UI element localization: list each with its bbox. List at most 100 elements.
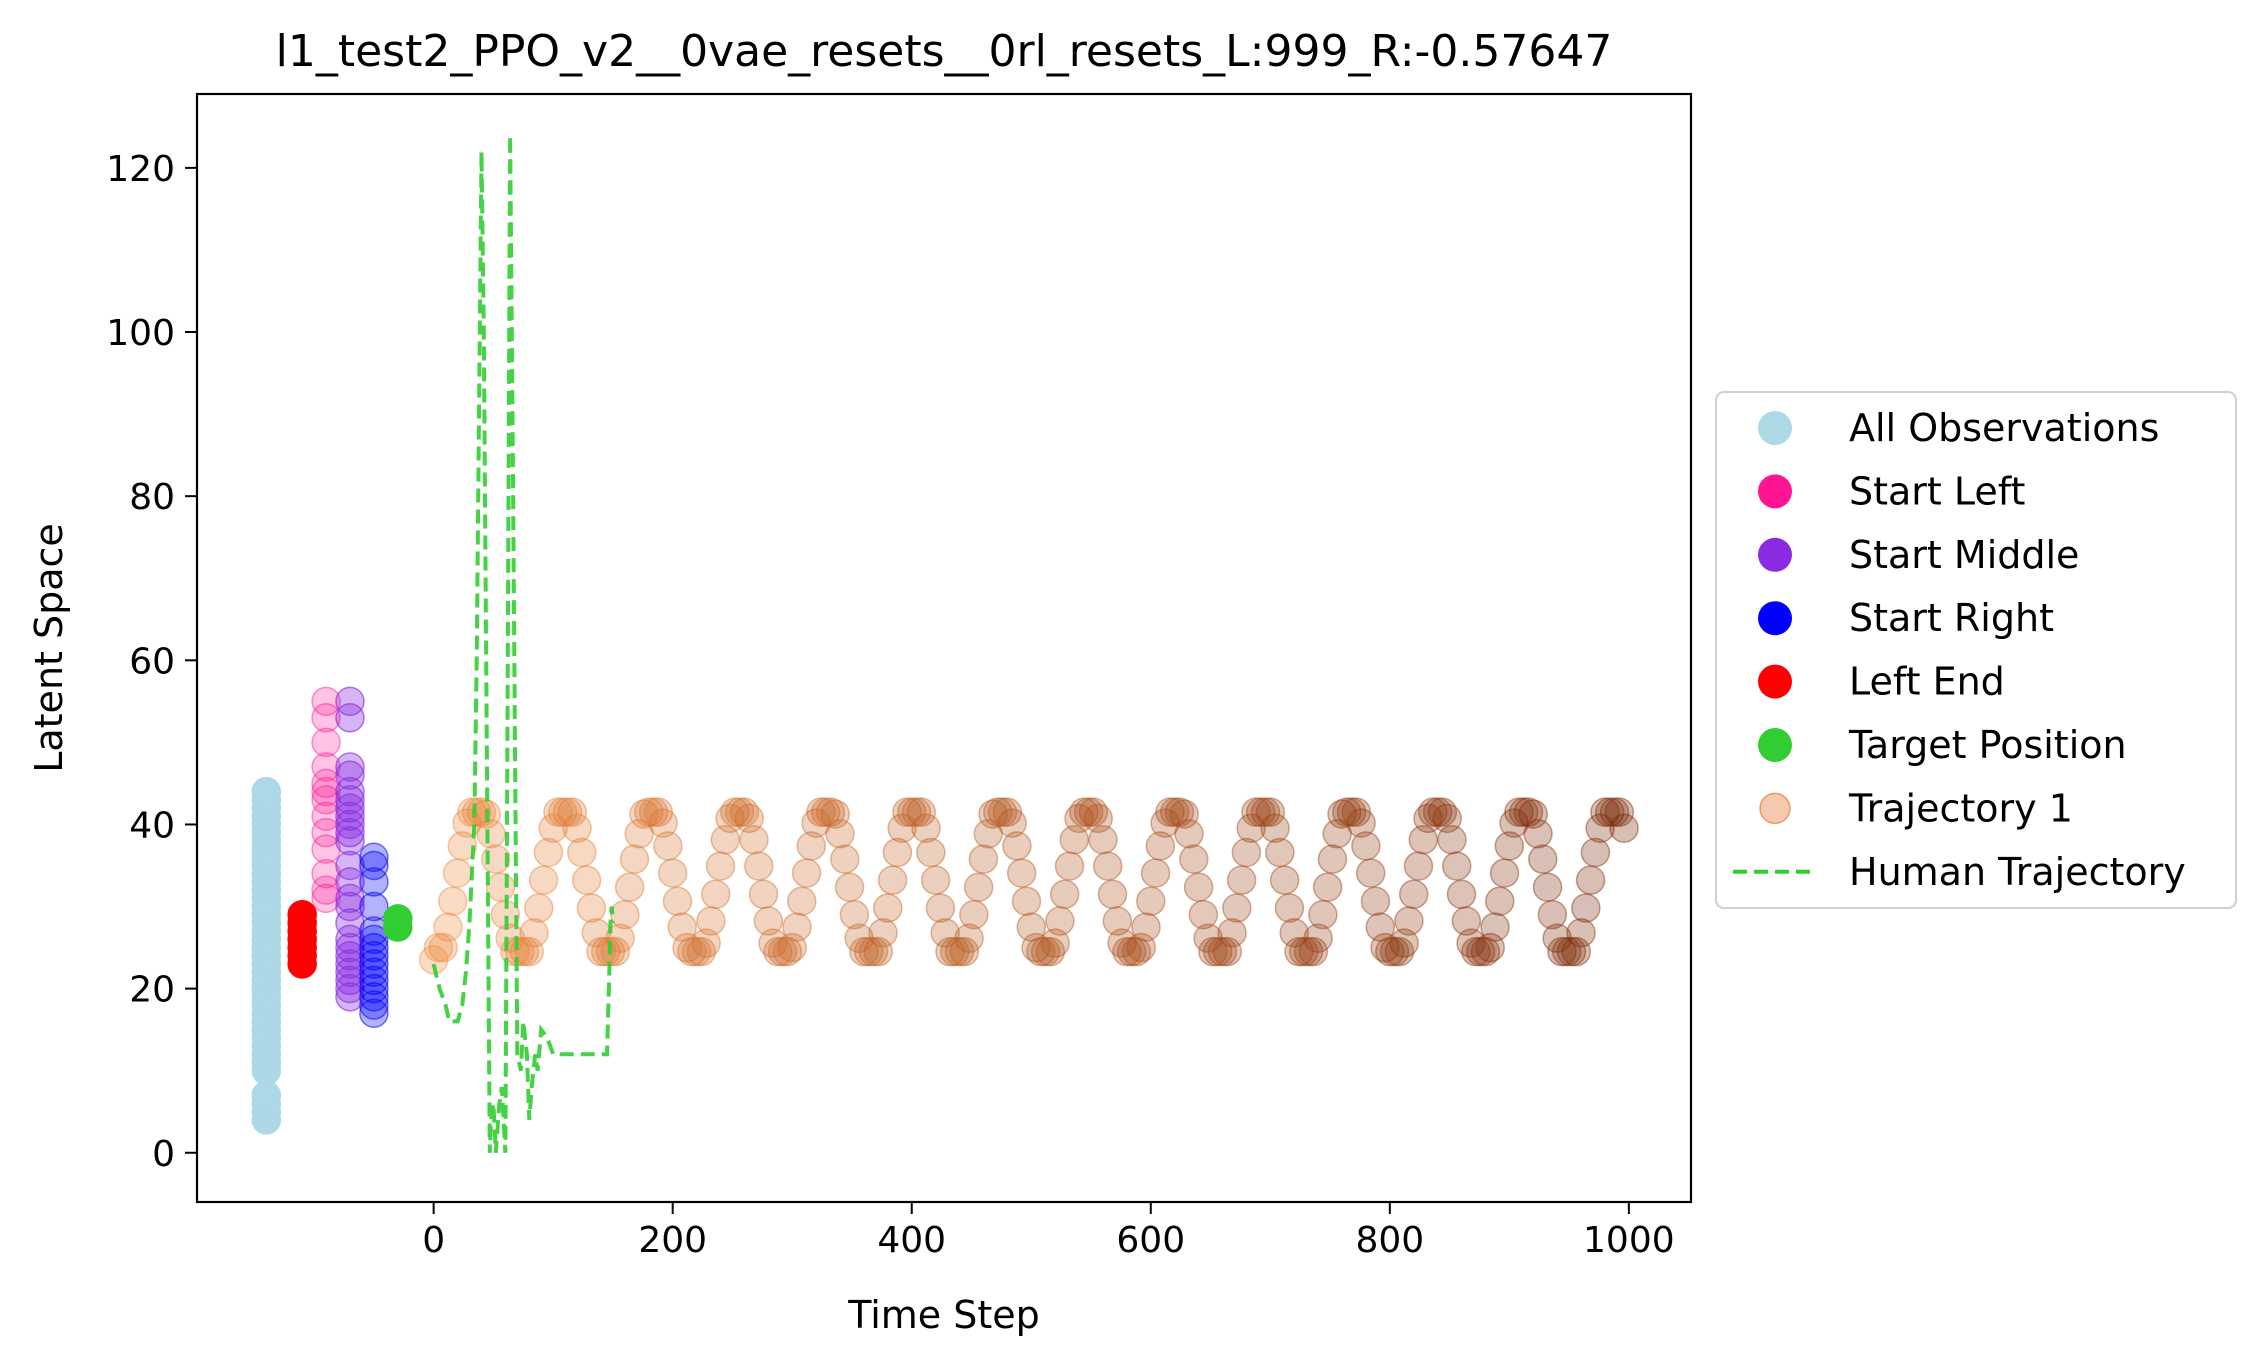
trajectory-1-point xyxy=(1432,803,1462,834)
legend-label-start-left: Start Left xyxy=(1849,469,2025,513)
chart-title: l1_test2_PPO_v2__0vae_resets__0rl_resets… xyxy=(276,26,1613,77)
trajectory-1-point xyxy=(1537,899,1568,930)
trajectory-1-point xyxy=(1518,799,1548,829)
start-right-point xyxy=(359,924,389,955)
trajectory-1-point xyxy=(720,797,750,827)
trajectory-1-point xyxy=(734,803,764,834)
start-left-point xyxy=(311,703,341,733)
trajectory-1-point xyxy=(1006,858,1037,888)
plot-frame xyxy=(195,92,1693,1204)
start-middle-point xyxy=(335,785,365,815)
trajectory-1-point xyxy=(1236,813,1266,843)
x-tick-label: 800 xyxy=(1355,1220,1424,1261)
trajectory-1-point xyxy=(1245,797,1276,827)
trajectory-1-point xyxy=(1379,936,1410,967)
trajectory-1-point xyxy=(1155,797,1185,827)
trajectory-1-point xyxy=(1198,936,1228,967)
legend-marker-left-end xyxy=(1758,664,1792,699)
trajectory-1-point xyxy=(1107,928,1137,958)
y-tick-label: 60 xyxy=(129,641,175,682)
legend: All Observations Start Left Start Middle St… xyxy=(1715,391,2237,909)
trajectory-1-point xyxy=(1226,865,1257,895)
trajectory-1-point xyxy=(1250,797,1281,827)
trajectory-1-point xyxy=(442,858,473,888)
trajectory-1-point xyxy=(1202,936,1233,967)
start-right-point xyxy=(359,842,389,873)
start-right-point xyxy=(359,891,389,922)
start-middle-point xyxy=(335,932,365,963)
start-middle-point xyxy=(335,809,365,840)
trajectory-1-point xyxy=(925,893,956,923)
trajectory-1-point xyxy=(700,879,731,910)
legend-marker-target-position xyxy=(1758,728,1792,762)
trajectory-1-point xyxy=(1164,797,1195,827)
start-left-point xyxy=(311,768,341,799)
start-left-point xyxy=(311,858,341,889)
trajectory-1-point xyxy=(1045,906,1075,936)
legend-box xyxy=(1715,391,2237,909)
trajectory-1-point xyxy=(1355,858,1386,888)
trajectory-1-point xyxy=(614,872,645,902)
trajectory-1-point xyxy=(1274,893,1305,923)
trajectory-1-point xyxy=(1418,797,1448,827)
trajectory-1-point xyxy=(1327,799,1357,829)
trajectory-1-point xyxy=(1370,932,1400,963)
start-right-point xyxy=(359,949,389,979)
start-right-point xyxy=(359,990,389,1020)
trajectory-1-point xyxy=(1140,858,1171,888)
trajectory-1-point xyxy=(1499,808,1529,838)
x-axis: 0 200 400 600 800 1000 xyxy=(422,1202,1675,1261)
trajectory-1-point xyxy=(1269,865,1300,895)
trajectory-1-point xyxy=(1207,936,1238,967)
y-tick-label: 100 xyxy=(106,313,175,354)
start-middle-point xyxy=(335,908,365,938)
trajectory-1-point xyxy=(686,936,717,967)
trajectory-1-point xyxy=(696,906,726,936)
trajectory-1-point xyxy=(992,797,1023,827)
trajectory-1-point xyxy=(954,923,984,953)
start-middle-point xyxy=(335,776,365,807)
legend-label-left-end: Left End xyxy=(1849,660,2005,704)
trajectory-1-point xyxy=(433,912,463,942)
trajectory-1-point xyxy=(447,831,478,861)
start-middle-point xyxy=(335,965,365,996)
trajectory-1-point xyxy=(1456,928,1486,958)
trajectory-1-point xyxy=(1241,797,1271,827)
trajectory-1-point xyxy=(1461,936,1491,967)
trajectory-1-point xyxy=(1150,808,1180,838)
trajectory-1-point xyxy=(1312,872,1343,902)
trajectory-1-point xyxy=(624,819,654,849)
trajectory-1-point xyxy=(825,819,855,849)
trajectory-1-point xyxy=(858,936,889,967)
left-end-point xyxy=(287,899,317,930)
trajectory-1-point xyxy=(715,803,745,834)
trajectory-1-point xyxy=(1016,912,1046,942)
start-left-point xyxy=(311,875,341,905)
trajectory-1-point xyxy=(739,824,769,855)
trajectory-1-point xyxy=(1069,797,1099,827)
trajectory-1-point xyxy=(1551,936,1582,967)
trajectory-1-point xyxy=(758,928,788,958)
trajectory-1-point xyxy=(648,808,678,838)
trajectory-1-point xyxy=(1604,797,1635,827)
trajectory-1-point xyxy=(605,923,635,953)
trajectory-1-point xyxy=(815,797,846,827)
y-axis-label: Latent Space xyxy=(27,523,71,773)
trajectory-1-point xyxy=(428,932,458,963)
trajectory-1-point xyxy=(710,824,741,855)
plot-area-marks xyxy=(251,134,1639,1153)
start-middle-point xyxy=(335,883,365,914)
trajectory-1-point xyxy=(1494,831,1525,861)
trajectory-1-point xyxy=(485,872,516,902)
trajectory-1-point xyxy=(653,831,683,861)
trajectory-1-point xyxy=(610,899,640,930)
trajectory-1-point xyxy=(1580,837,1611,868)
trajectory-1-point xyxy=(787,886,817,916)
trajectory-1-point xyxy=(543,797,573,827)
trajectory-1-point xyxy=(944,936,975,967)
trajectory-1-point xyxy=(868,918,898,948)
trajectory-1-point xyxy=(1389,928,1419,958)
trajectory-1-point xyxy=(806,797,836,827)
trajectory-1-point xyxy=(1308,899,1338,930)
